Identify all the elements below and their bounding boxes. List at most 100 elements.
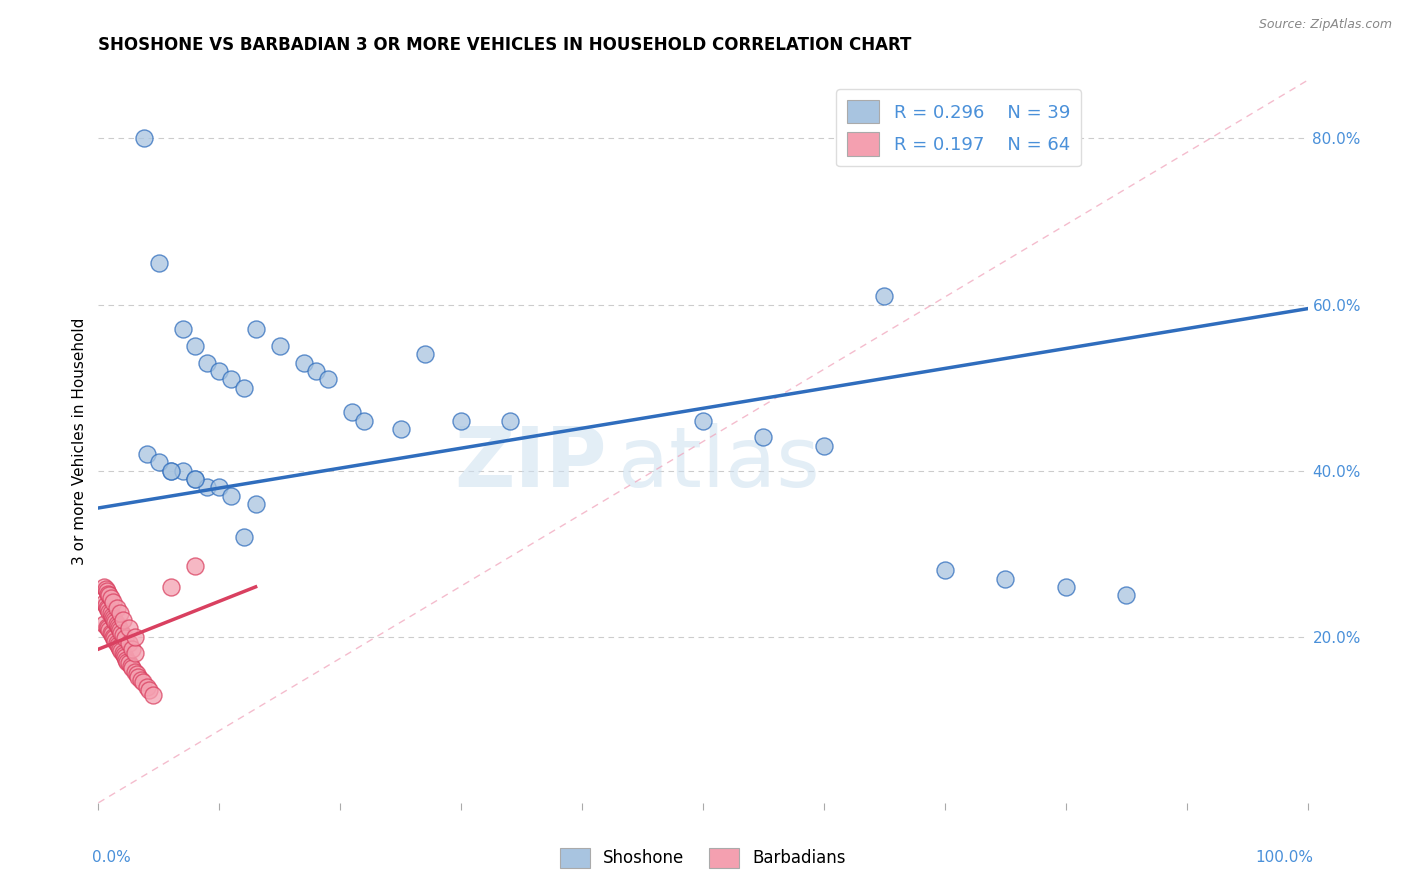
Point [232, 530, 254, 544]
Point [108, 642, 131, 657]
Text: atlas: atlas [619, 423, 820, 504]
Point [221, 372, 243, 386]
Point [101, 595, 124, 609]
Point [127, 667, 149, 681]
Point [108, 607, 131, 621]
Point [110, 625, 132, 640]
Point [96, 584, 118, 599]
Point [94, 582, 117, 596]
Point [97, 586, 120, 600]
Point [100, 609, 122, 624]
Point [245, 497, 267, 511]
Point [118, 621, 141, 635]
Point [100, 607, 122, 621]
Point [98, 588, 121, 602]
Point [115, 653, 138, 667]
Point [111, 613, 134, 627]
Point [498, 414, 520, 428]
Point [103, 632, 125, 646]
Point [813, 439, 835, 453]
Point [134, 131, 156, 145]
Point [129, 673, 152, 687]
Point [195, 356, 218, 370]
Point [172, 464, 194, 478]
Text: ZIP: ZIP [454, 423, 606, 504]
Text: 0.0%: 0.0% [93, 850, 131, 864]
Point [160, 464, 183, 478]
Point [93, 597, 115, 611]
Point [93, 580, 115, 594]
Point [160, 580, 183, 594]
Point [389, 422, 412, 436]
Point [105, 617, 128, 632]
Point [118, 657, 141, 671]
Point [103, 613, 125, 627]
Point [105, 636, 128, 650]
Point [100, 627, 122, 641]
Point [160, 464, 183, 478]
Text: 100.0%: 100.0% [1256, 850, 1313, 864]
Point [142, 688, 165, 702]
Point [994, 572, 1017, 586]
Point [184, 472, 207, 486]
Point [353, 414, 375, 428]
Point [148, 455, 170, 469]
Point [114, 632, 136, 646]
Point [292, 356, 315, 370]
Point [93, 617, 115, 632]
Text: Source: ZipAtlas.com: Source: ZipAtlas.com [1258, 18, 1392, 31]
Point [413, 347, 436, 361]
Point [208, 480, 231, 494]
Point [121, 642, 143, 657]
Point [1054, 580, 1077, 594]
Point [107, 638, 129, 652]
Point [97, 602, 120, 616]
Point [752, 430, 775, 444]
Y-axis label: 3 or more Vehicles in Household: 3 or more Vehicles in Household [72, 318, 87, 566]
Point [132, 675, 155, 690]
Point [100, 591, 122, 605]
Point [135, 680, 157, 694]
Point [120, 658, 142, 673]
Point [138, 682, 160, 697]
Point [121, 661, 143, 675]
Point [184, 559, 207, 574]
Point [232, 380, 254, 394]
Point [316, 372, 339, 386]
Point [305, 364, 328, 378]
Point [195, 480, 218, 494]
Point [118, 636, 141, 650]
Point [245, 322, 267, 336]
Point [111, 646, 134, 660]
Point [98, 605, 121, 619]
Point [117, 655, 139, 669]
Point [114, 650, 136, 665]
Point [94, 598, 117, 612]
Point [342, 405, 364, 419]
Point [110, 644, 132, 658]
Point [112, 648, 135, 662]
Point [221, 489, 243, 503]
Point [184, 472, 207, 486]
Point [107, 619, 129, 633]
Point [101, 630, 124, 644]
Point [934, 563, 956, 577]
Point [135, 447, 157, 461]
Point [692, 414, 714, 428]
Point [124, 665, 146, 679]
Text: SHOSHONE VS BARBADIAN 3 OR MORE VEHICLES IN HOUSEHOLD CORRELATION CHART: SHOSHONE VS BARBADIAN 3 OR MORE VEHICLES… [98, 36, 912, 54]
Point [104, 615, 127, 629]
Point [269, 339, 291, 353]
Point [450, 414, 472, 428]
Point [124, 646, 146, 660]
Point [97, 621, 120, 635]
Point [100, 625, 122, 640]
Point [108, 640, 131, 654]
Point [124, 630, 146, 644]
Point [184, 339, 207, 353]
Point [101, 611, 124, 625]
Point [104, 633, 127, 648]
Point [111, 628, 134, 642]
Point [208, 364, 231, 378]
Point [127, 669, 149, 683]
